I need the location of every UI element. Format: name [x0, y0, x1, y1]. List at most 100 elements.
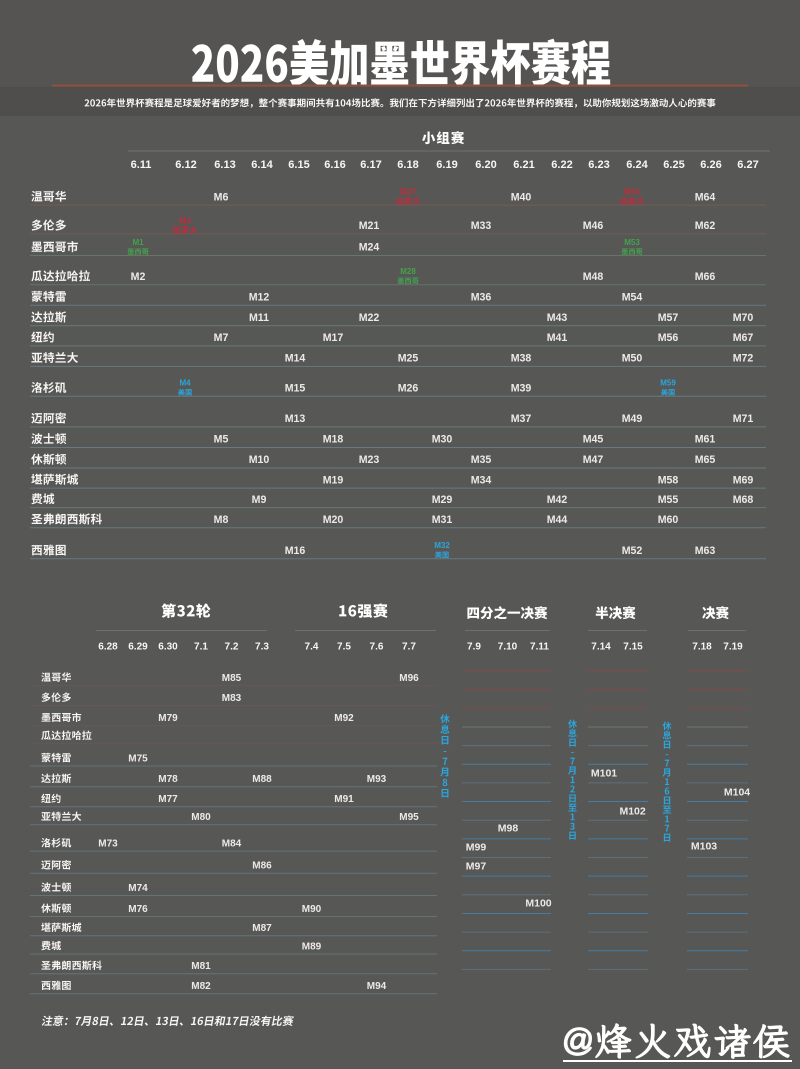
svg-text:M102: M102 — [619, 806, 645, 818]
svg-text:M99: M99 — [466, 841, 487, 853]
svg-text:M50: M50 — [622, 353, 643, 365]
svg-text:M38: M38 — [511, 353, 532, 365]
svg-text:M80: M80 — [191, 812, 211, 823]
svg-text:M5: M5 — [214, 434, 229, 446]
svg-text:M95: M95 — [399, 812, 419, 823]
svg-text:M54: M54 — [622, 291, 643, 303]
svg-text:7.10: 7.10 — [498, 642, 518, 653]
svg-text:M43: M43 — [547, 312, 568, 324]
svg-text:M63: M63 — [695, 545, 716, 557]
svg-text:M18: M18 — [323, 434, 344, 446]
svg-text:M86: M86 — [252, 861, 272, 872]
svg-text:M31: M31 — [432, 514, 453, 526]
svg-text:M84: M84 — [222, 838, 242, 849]
svg-text:M51: M51 — [624, 187, 641, 197]
svg-text:7.5: 7.5 — [337, 642, 351, 653]
svg-text:7.18: 7.18 — [692, 642, 712, 653]
svg-text:M49: M49 — [622, 413, 643, 425]
svg-text:M88: M88 — [252, 774, 272, 785]
svg-text:M14: M14 — [285, 353, 306, 365]
svg-text:M77: M77 — [158, 794, 178, 805]
svg-text:6.15: 6.15 — [288, 159, 309, 171]
svg-text:M13: M13 — [285, 413, 306, 425]
svg-text:M9: M9 — [252, 494, 267, 506]
svg-text:M34: M34 — [471, 474, 492, 486]
svg-text:6.25: 6.25 — [663, 159, 684, 171]
svg-text:M66: M66 — [695, 271, 716, 283]
svg-text:M89: M89 — [302, 941, 322, 952]
svg-text:6.13: 6.13 — [214, 159, 235, 171]
svg-text:M94: M94 — [367, 981, 387, 992]
svg-text:M33: M33 — [471, 220, 492, 232]
svg-text:M90: M90 — [302, 904, 322, 915]
svg-text:M74: M74 — [128, 883, 148, 894]
svg-text:M55: M55 — [658, 494, 679, 506]
svg-text:M65: M65 — [695, 454, 716, 466]
svg-text:M27: M27 — [400, 187, 417, 197]
svg-text:M78: M78 — [158, 774, 178, 785]
svg-text:6.18: 6.18 — [397, 159, 418, 171]
svg-text:M72: M72 — [733, 353, 754, 365]
svg-text:M35: M35 — [471, 454, 492, 466]
svg-text:M23: M23 — [359, 454, 380, 466]
svg-text:M21: M21 — [359, 220, 380, 232]
svg-text:7.6: 7.6 — [370, 642, 384, 653]
svg-text:M32: M32 — [434, 541, 450, 550]
svg-text:M28: M28 — [400, 267, 416, 276]
svg-text:7.11: 7.11 — [530, 642, 549, 653]
svg-text:6.19: 6.19 — [436, 159, 457, 171]
svg-text:6.16: 6.16 — [324, 159, 345, 171]
svg-text:M30: M30 — [432, 434, 453, 446]
svg-text:M39: M39 — [511, 383, 532, 395]
svg-text:M42: M42 — [547, 494, 568, 506]
svg-text:M56: M56 — [658, 332, 679, 344]
svg-text:M91: M91 — [334, 794, 354, 805]
svg-text:M3: M3 — [179, 216, 191, 226]
svg-text:6.28: 6.28 — [98, 642, 118, 653]
svg-text:6.12: 6.12 — [175, 159, 196, 171]
svg-text:M7: M7 — [214, 332, 229, 344]
svg-text:6.14: 6.14 — [251, 159, 273, 171]
svg-text:7.7: 7.7 — [402, 642, 416, 653]
svg-text:7.2: 7.2 — [225, 642, 239, 653]
svg-text:M44: M44 — [547, 514, 568, 526]
svg-text:M46: M46 — [583, 220, 604, 232]
svg-text:M58: M58 — [658, 474, 679, 486]
svg-text:7.15: 7.15 — [623, 642, 643, 653]
svg-text:6.21: 6.21 — [513, 159, 534, 171]
svg-text:M83: M83 — [222, 693, 242, 704]
svg-text:M10: M10 — [249, 454, 270, 466]
svg-text:M79: M79 — [158, 713, 178, 724]
svg-text:M25: M25 — [398, 353, 419, 365]
svg-text:M48: M48 — [583, 271, 604, 283]
svg-text:M4: M4 — [179, 379, 191, 388]
svg-text:7.19: 7.19 — [723, 642, 743, 653]
svg-text:M52: M52 — [622, 545, 643, 557]
svg-text:M24: M24 — [359, 242, 380, 254]
svg-text:M75: M75 — [128, 753, 148, 764]
svg-text:M59: M59 — [660, 379, 676, 388]
svg-text:M73: M73 — [98, 838, 118, 849]
svg-text:6.17: 6.17 — [360, 159, 381, 171]
svg-text:M1: M1 — [132, 238, 144, 247]
svg-text:M93: M93 — [367, 774, 387, 785]
svg-text:M16: M16 — [285, 545, 306, 557]
svg-text:M67: M67 — [733, 332, 754, 344]
svg-text:M96: M96 — [399, 673, 419, 684]
svg-text:M2: M2 — [131, 271, 146, 283]
svg-text:M15: M15 — [285, 383, 306, 395]
svg-text:M70: M70 — [733, 312, 754, 324]
svg-text:6.11: 6.11 — [131, 159, 152, 171]
svg-text:M69: M69 — [733, 474, 754, 486]
svg-text:7.9: 7.9 — [467, 642, 481, 653]
svg-text:M92: M92 — [334, 713, 354, 724]
svg-text:7.14: 7.14 — [591, 642, 611, 653]
svg-text:M45: M45 — [583, 434, 604, 446]
svg-text:M62: M62 — [695, 220, 716, 232]
svg-text:M53: M53 — [624, 238, 640, 247]
svg-text:M57: M57 — [658, 312, 679, 324]
svg-text:7.4: 7.4 — [305, 642, 319, 653]
svg-text:M36: M36 — [471, 291, 492, 303]
svg-text:6.22: 6.22 — [551, 159, 572, 171]
svg-text:M12: M12 — [249, 291, 270, 303]
